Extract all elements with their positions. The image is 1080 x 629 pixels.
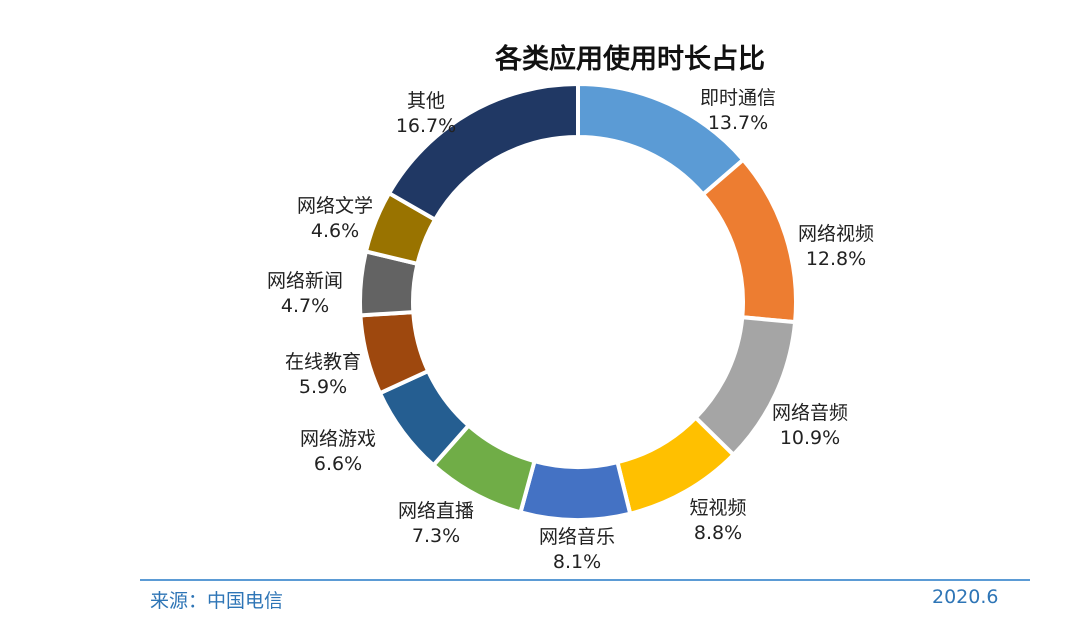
slice-value-label: 5.9%	[299, 376, 347, 398]
slice-label: 网络文学	[297, 195, 373, 217]
slice-label: 即时通信	[700, 87, 776, 109]
footer-source: 来源：中国电信	[150, 590, 284, 612]
slice-value-label: 4.6%	[311, 220, 359, 242]
slice-value-label: 6.6%	[314, 453, 362, 475]
slice-value-label: 12.8%	[806, 248, 866, 270]
slice-labels: 即时通信 13.7% 网络视频 12.8% 网络音频 10.9% 短视频 8.8% 网络音乐 8.…	[267, 87, 874, 573]
slice-label: 网络直播	[398, 500, 474, 522]
slice-label: 网络音乐	[539, 526, 615, 548]
slice-value-label: 8.1%	[553, 551, 601, 573]
donut-slice	[701, 157, 798, 325]
slice-value-label: 13.7%	[708, 112, 768, 134]
donut-slice	[518, 459, 633, 522]
slice-label: 网络音频	[772, 402, 848, 424]
slice-value-label: 10.9%	[780, 427, 840, 449]
slice-label: 其他	[407, 90, 445, 112]
slice-value-label: 16.7%	[396, 115, 456, 137]
slice-label: 网络游戏	[300, 428, 376, 450]
donut-slice	[387, 82, 580, 222]
slice-value-label: 4.7%	[281, 295, 329, 317]
slice-value-label: 7.3%	[412, 525, 460, 547]
footer-divider	[140, 579, 1030, 581]
slice-label: 在线教育	[285, 351, 361, 373]
donut-slices	[358, 82, 798, 522]
slice-label: 网络新闻	[267, 270, 343, 292]
chart-title: 各类应用使用时长占比	[494, 43, 765, 75]
footer-date: 2020.6	[932, 586, 999, 608]
slice-label: 短视频	[689, 497, 746, 519]
slice-label: 网络视频	[798, 223, 874, 245]
slice-value-label: 8.8%	[694, 522, 742, 544]
